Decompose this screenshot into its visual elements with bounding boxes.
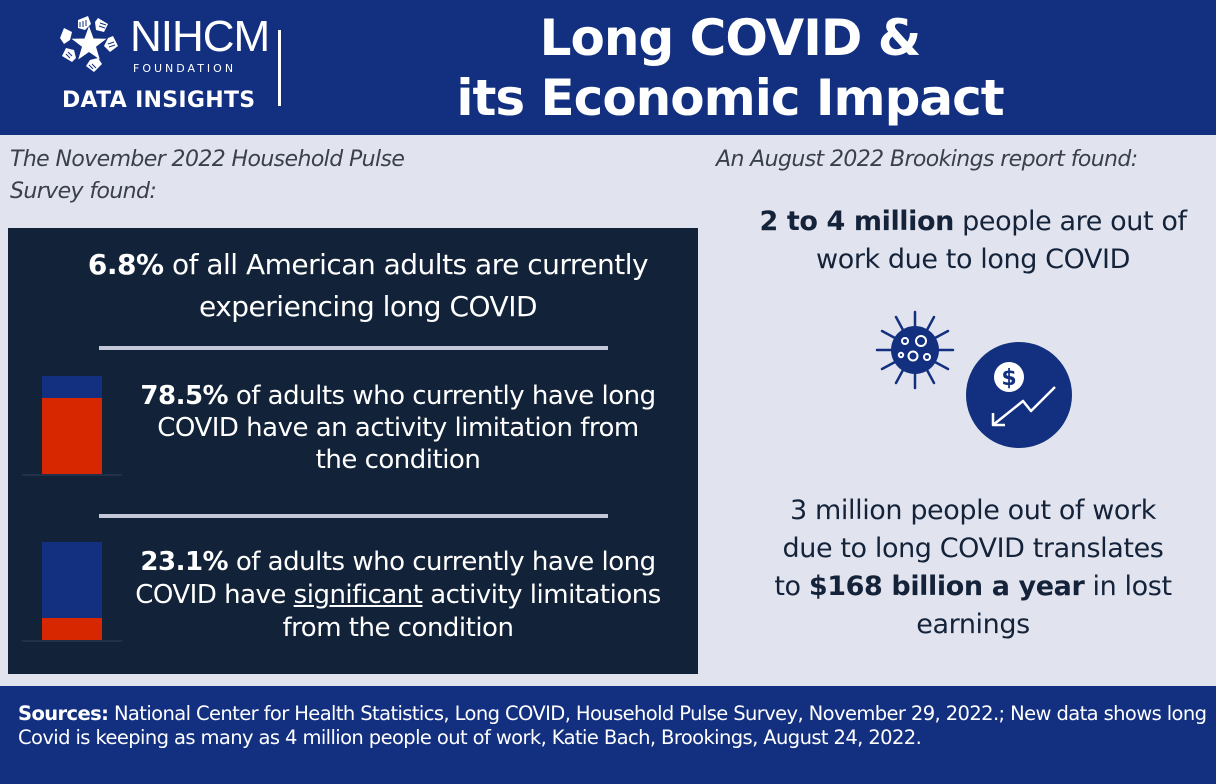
- title-line-1: Long COVID &: [539, 9, 922, 67]
- right-intro-text: An August 2022 Brookings report found:: [716, 147, 1138, 172]
- stat1-text-2: experiencing long COVID: [198, 290, 538, 323]
- stat3-text-2-pre: COVID have: [135, 580, 294, 610]
- virus-icon: [875, 310, 955, 390]
- stat-activity-limitation: 78.5% of adults who currently have long …: [108, 380, 688, 476]
- header-banner: NIHCM FOUNDATION DATA INSIGHTS Long COVI…: [0, 0, 1216, 135]
- stat-out-of-work: 2 to 4 million people are out of work du…: [740, 203, 1206, 279]
- stat1-line-1: 6.8% of all American adults are currentl…: [48, 244, 688, 286]
- rs1-text-1: people are out of: [954, 206, 1187, 237]
- rs1-text-2: work due to long COVID: [816, 244, 1130, 275]
- rs1-value: 2 to 4 million: [759, 206, 954, 237]
- stat3-line-2: COVID have significant activity limitati…: [108, 579, 688, 612]
- stat3-emphasis: significant: [293, 580, 423, 610]
- left-intro-line-1: The November 2022 Household Pulse: [10, 147, 405, 172]
- sources-body: National Center for Health Statistics, L…: [18, 702, 1207, 749]
- section-label: DATA INSIGHTS: [62, 88, 256, 113]
- stat1-value: 6.8%: [87, 248, 164, 281]
- rs2-line-2: due to long COVID translates: [782, 533, 1164, 564]
- page-title: Long COVID & its Economic Impact: [440, 8, 1020, 128]
- sources-footer: Sources: National Center for Health Stat…: [0, 686, 1216, 784]
- stat-adults-long-covid: 6.8% of all American adults are currentl…: [48, 244, 688, 328]
- stat3-text-2-post: activity limitations: [422, 580, 661, 610]
- rs2-line-3: to $168 billion a year in lost: [740, 568, 1206, 606]
- stat3-text-3: from the condition: [282, 613, 514, 643]
- bar-baseline: [22, 640, 122, 642]
- header-divider: [278, 30, 281, 106]
- logo-subtitle: FOUNDATION: [133, 62, 237, 75]
- logo-wordmark: NIHCM: [130, 12, 270, 61]
- stat2-text-3: the condition: [315, 445, 481, 475]
- nihcm-star-hands-logo-icon: [60, 16, 118, 72]
- bar-baseline: [22, 474, 122, 476]
- section-divider-2: [99, 514, 608, 518]
- stat2-line-1: 78.5% of adults who currently have long: [108, 380, 688, 412]
- stat-lost-earnings: 3 million people out of work due to long…: [740, 492, 1206, 644]
- title-line-2: its Economic Impact: [456, 69, 1004, 127]
- bar-remainder-segment: [42, 376, 102, 398]
- rs2-line-1: 3 million people out of work: [790, 495, 1156, 526]
- stat1-text-1: of all American adults are currently: [163, 248, 649, 281]
- left-intro-text: The November 2022 Household Pulse Survey…: [10, 144, 490, 208]
- survey-findings-panel: 6.8% of all American adults are currentl…: [8, 228, 698, 674]
- stat2-text-1: of adults who currently have long: [228, 381, 656, 411]
- svg-text:$: $: [1001, 366, 1016, 391]
- bar-remainder-segment: [42, 542, 102, 618]
- section-divider-1: [99, 346, 608, 350]
- stat3-line-1: 23.1% of adults who currently have long: [108, 546, 688, 579]
- bar-value-segment: [42, 618, 102, 640]
- rs2-line-3-pre: to: [774, 571, 809, 602]
- stat3-value: 23.1%: [140, 547, 229, 577]
- rs2-value: $168 billion a year: [808, 571, 1085, 602]
- stat2-text-2: COVID have an activity limitation from: [157, 413, 639, 443]
- sources-label: Sources:: [18, 702, 109, 725]
- bar-activity-limitation: [42, 376, 102, 474]
- stat3-text-1: of adults who currently have long: [228, 547, 656, 577]
- stat2-value: 78.5%: [140, 381, 229, 411]
- sources-text: Sources: National Center for Health Stat…: [18, 702, 1208, 750]
- left-intro-line-2: Survey found:: [10, 179, 157, 204]
- rs1-line-1: 2 to 4 million people are out of: [740, 203, 1206, 241]
- bar-significant-limitation: [42, 542, 102, 640]
- rs2-line-3-post: in lost: [1084, 571, 1172, 602]
- dollar-decline-icon: $: [966, 342, 1072, 448]
- stat-significant-limitation: 23.1% of adults who currently have long …: [108, 546, 688, 645]
- bar-value-segment: [42, 398, 102, 474]
- rs2-line-4: earnings: [916, 609, 1030, 640]
